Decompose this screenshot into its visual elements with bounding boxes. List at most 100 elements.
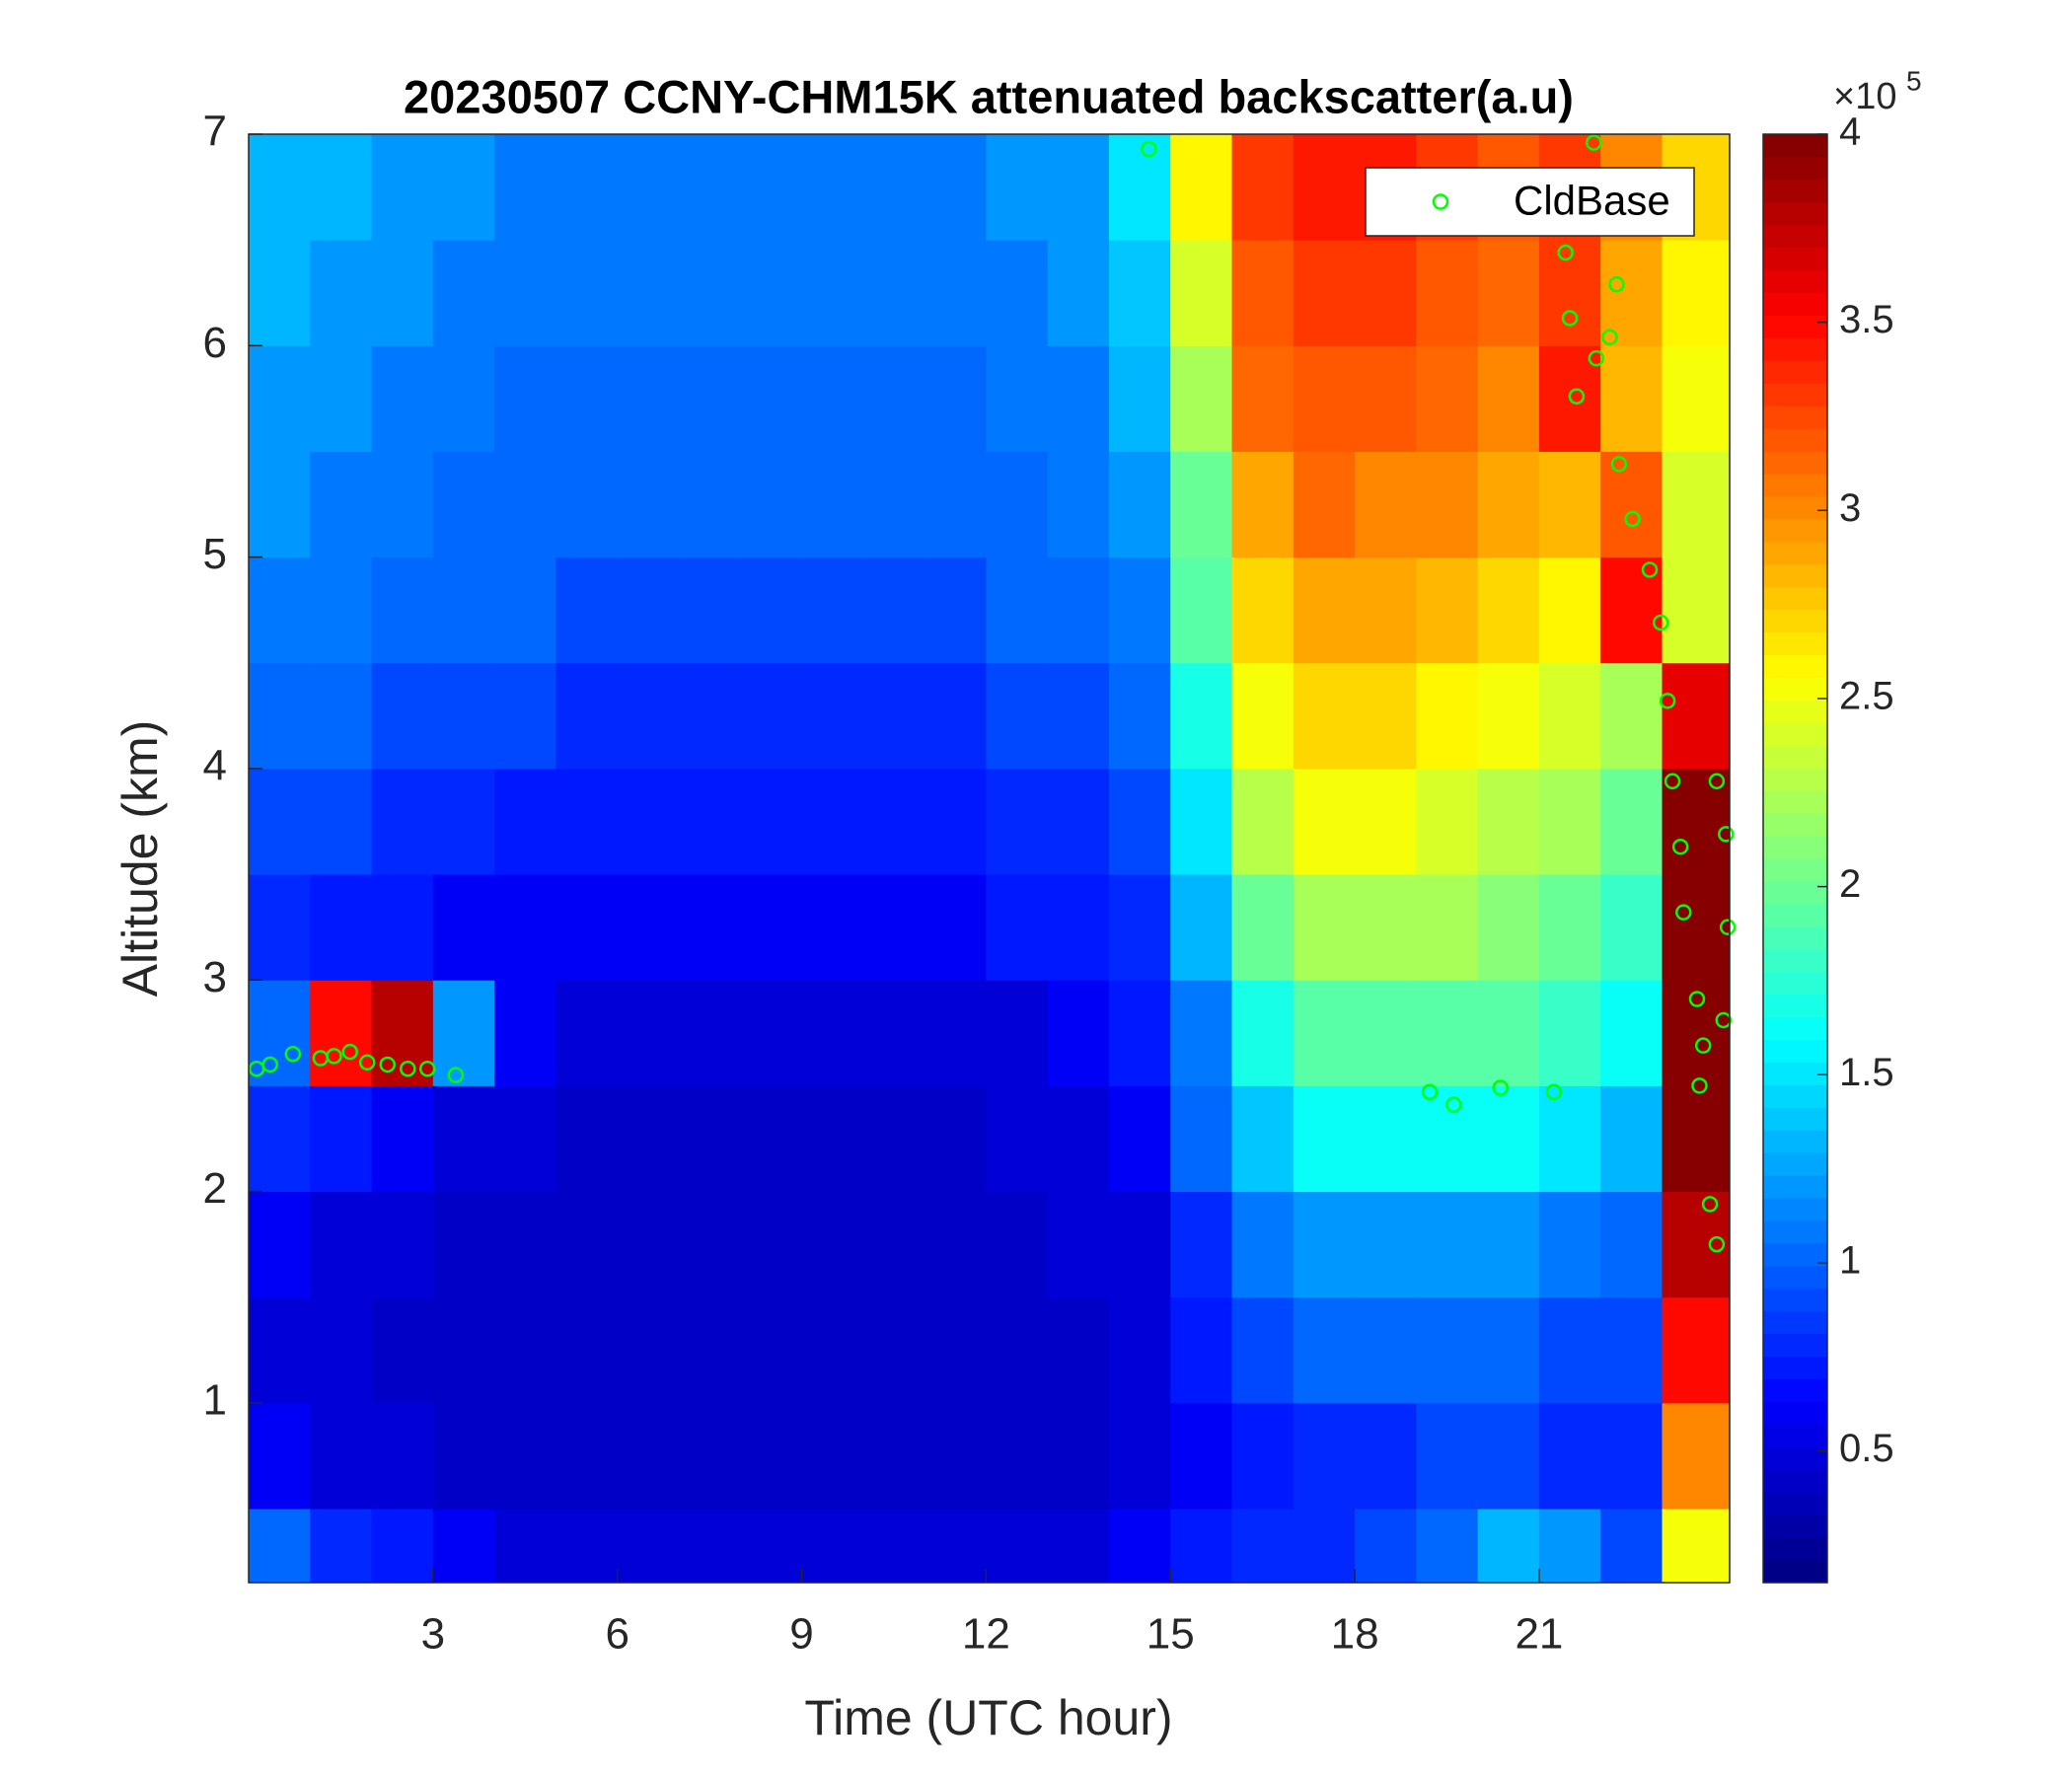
heatmap-cell xyxy=(371,556,434,664)
colorbar-cell xyxy=(1763,1152,1827,1176)
heatmap-cell xyxy=(555,662,619,770)
heatmap-cell xyxy=(740,451,803,558)
heatmap-cell xyxy=(1662,1296,1731,1404)
heatmap-cell xyxy=(1355,768,1417,875)
cloud-base-point xyxy=(1421,1083,1439,1101)
colorbar-cell xyxy=(1763,631,1827,656)
colorbar-cell xyxy=(1763,586,1827,611)
heatmap-cell xyxy=(617,134,680,241)
colorbar-cell xyxy=(1763,337,1827,361)
heatmap-cell xyxy=(494,240,556,346)
colorbar-tick-label: 2.5 xyxy=(1839,675,1894,718)
heatmap-cell xyxy=(1293,1402,1356,1510)
heatmap-cell xyxy=(740,134,803,241)
heatmap-cell xyxy=(555,451,619,558)
heatmap-cell xyxy=(249,1191,311,1298)
heatmap-cell xyxy=(1662,240,1731,346)
heatmap-cell xyxy=(925,556,987,664)
heatmap-cell xyxy=(986,134,1049,241)
colorbar-cell xyxy=(1763,315,1827,338)
cloud-base-point xyxy=(1694,1037,1712,1054)
heatmap-cell xyxy=(310,451,373,558)
colorbar-cell xyxy=(1763,1107,1827,1131)
heatmap-cell xyxy=(310,240,373,346)
heatmap-cell xyxy=(310,134,373,241)
colorbar-tick-label: 3.5 xyxy=(1839,298,1894,341)
heatmap-cell xyxy=(432,980,495,1086)
heatmap-cell xyxy=(617,451,680,558)
colorbar-cell xyxy=(1763,1492,1827,1516)
heatmap-cell xyxy=(1477,345,1540,452)
heatmap-cell xyxy=(555,1191,619,1298)
heatmap-cell xyxy=(310,1085,373,1193)
heatmap-cell xyxy=(1170,1508,1233,1584)
cloud-base-point xyxy=(447,1067,465,1083)
cloud-base-point xyxy=(379,1056,397,1073)
heatmap-cell xyxy=(249,874,311,981)
heatmap-cell xyxy=(494,556,556,664)
cloud-base-point xyxy=(1715,1011,1733,1029)
heatmap-cell xyxy=(1477,556,1540,664)
heatmap-cell xyxy=(1477,1402,1540,1510)
x-tick-label: 18 xyxy=(1331,1610,1379,1659)
heatmap-cell xyxy=(249,556,311,664)
heatmap-cell xyxy=(862,1296,925,1404)
heatmap-cell xyxy=(1293,240,1356,346)
heatmap-cell xyxy=(1108,1296,1171,1404)
heatmap-cell xyxy=(862,768,925,875)
heatmap-cell xyxy=(1231,980,1295,1086)
cloud-base-point xyxy=(1652,614,1669,631)
heatmap-cell xyxy=(432,134,495,241)
heatmap-cell xyxy=(1293,768,1356,875)
colorbar-cell xyxy=(1763,1356,1827,1380)
heatmap-cell xyxy=(249,1508,311,1584)
heatmap-cell xyxy=(555,345,619,452)
heatmap-cell xyxy=(1231,1402,1295,1510)
heatmap-cell xyxy=(555,240,619,346)
heatmap-cell xyxy=(1047,451,1110,558)
heatmap-cell xyxy=(1293,556,1356,664)
heatmap-cell xyxy=(494,874,556,981)
heatmap-cell xyxy=(862,874,925,981)
heatmap-cell xyxy=(371,980,434,1086)
heatmap-cell xyxy=(494,980,556,1086)
cloud-base-point xyxy=(1664,773,1681,790)
heatmap-cell xyxy=(1600,1402,1663,1510)
y-tick-label: 4 xyxy=(203,742,227,790)
heatmap-cell xyxy=(678,1508,741,1584)
heatmap-cell xyxy=(1416,1191,1479,1298)
heatmap-cell xyxy=(1170,874,1233,981)
heatmap-cell xyxy=(1538,1296,1601,1404)
heatmap-cell xyxy=(1170,1296,1233,1404)
heatmap-cell xyxy=(1293,980,1356,1086)
heatmap-cell xyxy=(1108,556,1171,664)
chart-title: 20230507 CCNY-CHM15K attenuated backscat… xyxy=(404,70,1574,122)
y-tick-label: 5 xyxy=(203,530,227,578)
heatmap-cell xyxy=(1108,980,1171,1086)
colorbar-cell xyxy=(1763,925,1827,950)
heatmap-cell xyxy=(678,451,741,558)
heatmap-cell xyxy=(310,980,373,1086)
heatmap-cell xyxy=(371,345,434,452)
heatmap-cell xyxy=(925,134,987,241)
heatmap-cell xyxy=(986,1508,1049,1584)
colorbar-cell xyxy=(1763,541,1827,565)
heatmap-cell xyxy=(1477,768,1540,875)
colorbar-cell xyxy=(1763,903,1827,927)
heatmap-cell xyxy=(1047,134,1110,241)
heatmap-cell xyxy=(986,662,1049,770)
heatmap-cell xyxy=(310,662,373,770)
heatmap-cell xyxy=(1293,345,1356,452)
heatmap-cell xyxy=(617,980,680,1086)
y-tick-label: 2 xyxy=(203,1164,227,1213)
colorbar-cell xyxy=(1763,1039,1827,1063)
x-axis-label: Time (UTC hour) xyxy=(804,1690,1172,1745)
heatmap-cell xyxy=(1047,1191,1110,1298)
heatmap-cell xyxy=(1416,1508,1479,1584)
heatmap-cell xyxy=(1231,556,1295,664)
heatmap-cell xyxy=(432,240,495,346)
heatmap-cell xyxy=(1600,1508,1663,1584)
heatmap-cell xyxy=(617,1508,680,1584)
heatmap-cell xyxy=(1355,451,1417,558)
heatmap-cell xyxy=(494,451,556,558)
